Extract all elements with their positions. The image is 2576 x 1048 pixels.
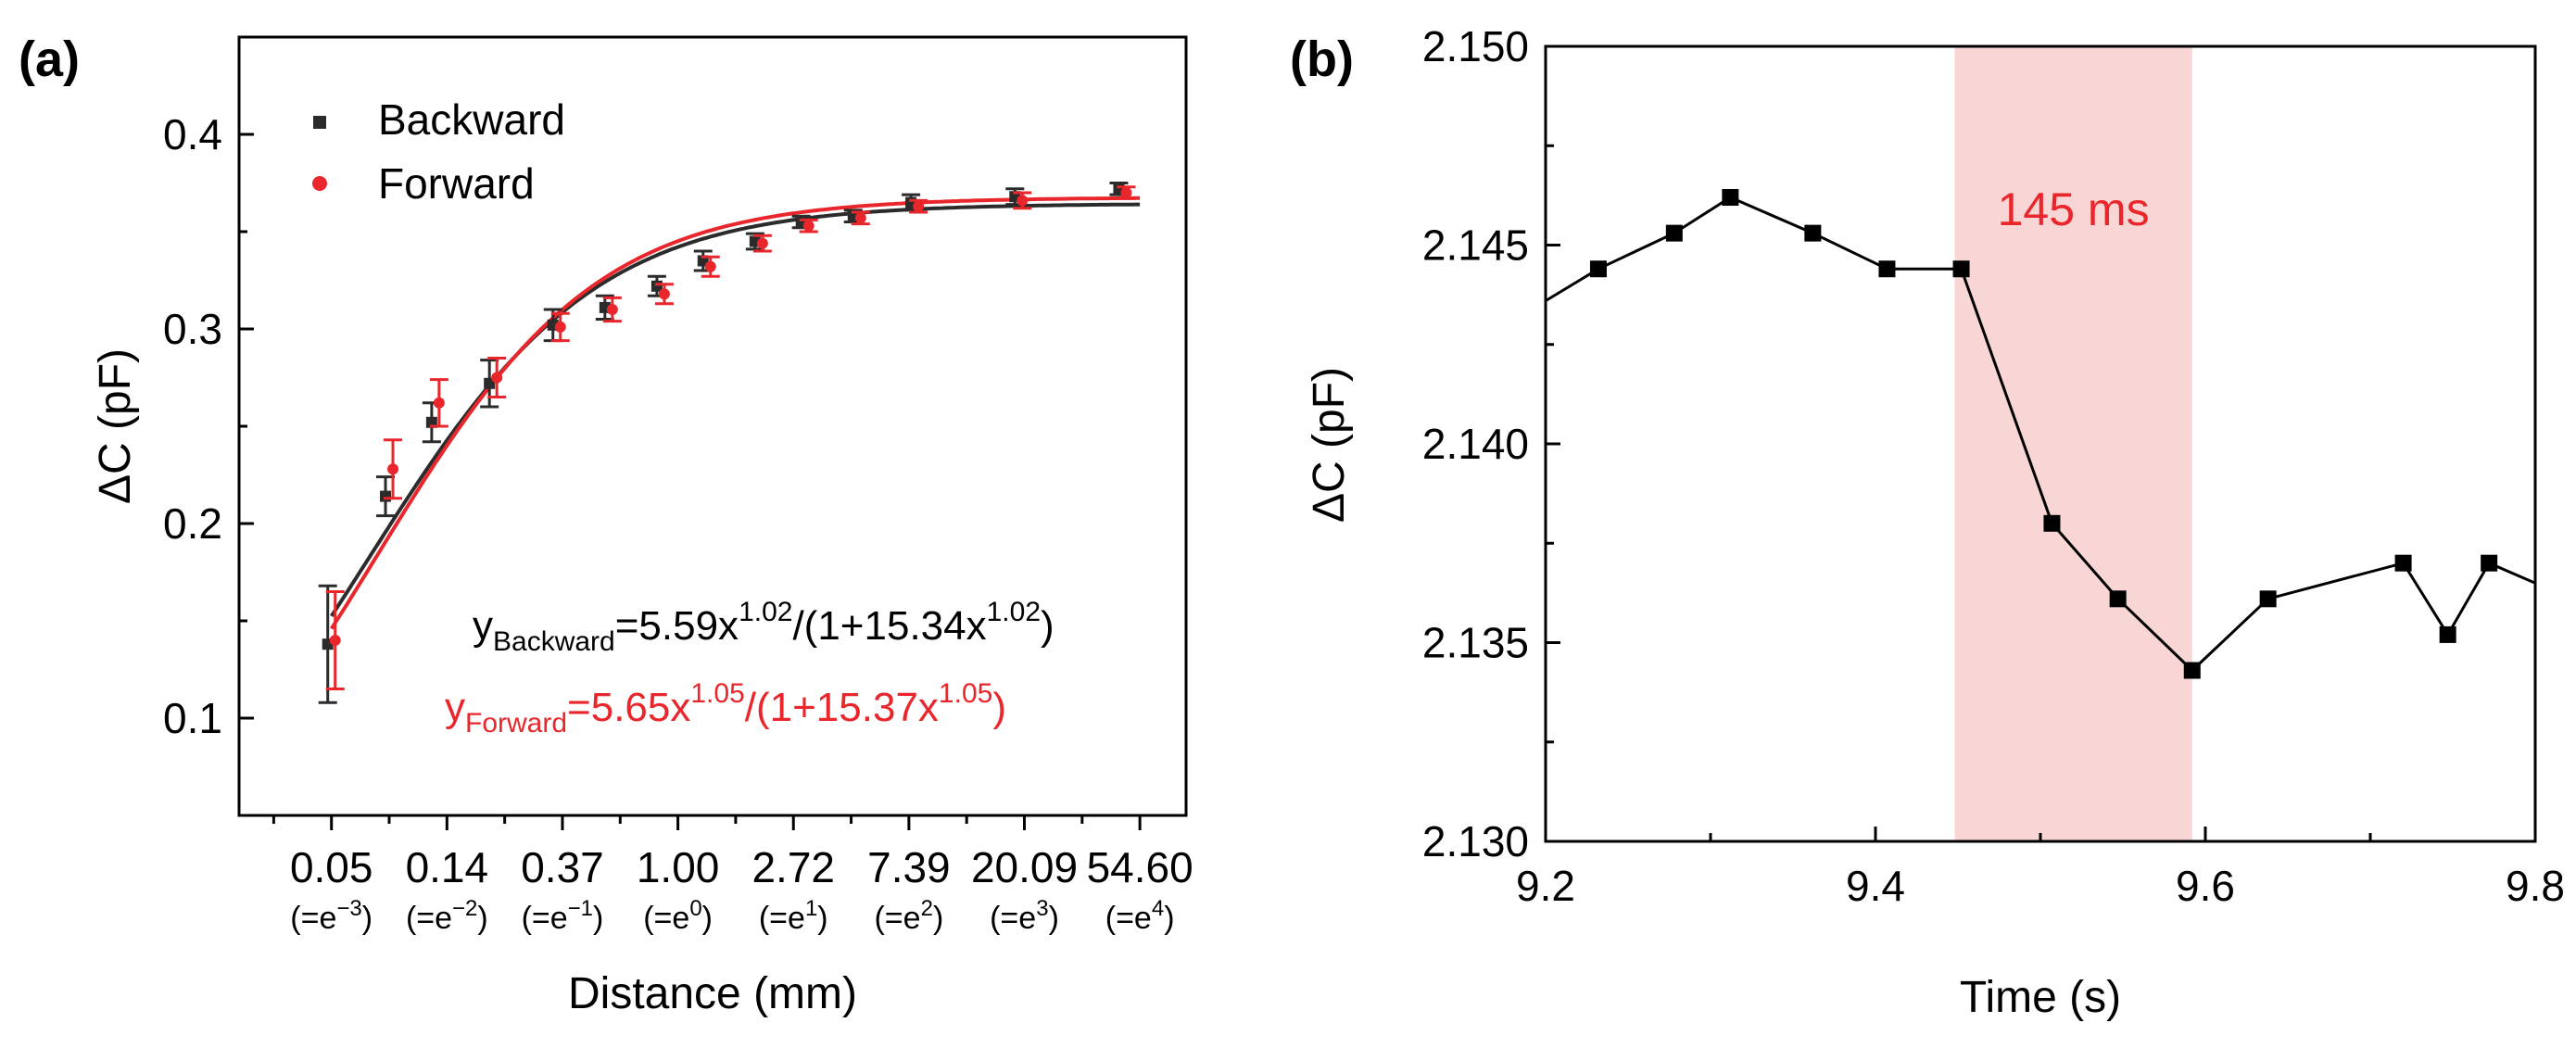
y-tick-label: 0.2: [163, 499, 222, 548]
data-point: [1804, 224, 1822, 242]
x-tick-sublabel: (=e−1): [522, 896, 604, 936]
panel-a-y-axis: 0.1 0.2 0.3 0.4: [163, 35, 254, 817]
equation-forward: yForward=5.65x1.05/(1+15.37x1.05): [445, 678, 1006, 739]
y-tick-label: 2.130: [1422, 817, 1529, 865]
fit-curve-forward: [330, 196, 1141, 630]
data-point-backward: [380, 490, 392, 502]
x-tick-label: 9.4: [1846, 862, 1905, 910]
y-tick-label: 2.150: [1422, 22, 1529, 70]
panel-a-fit-curves: [330, 196, 1141, 630]
data-point: [2394, 554, 2412, 572]
panel-a: (a) 0.1 0.2 0.3 0.4 0.05 (=e−3) 0.14 (=e−2) 0.3…: [19, 32, 1193, 1018]
data-point-forward: [387, 463, 399, 475]
panel-b-label: (b): [1290, 32, 1354, 87]
fit-curve-backward: [330, 202, 1141, 617]
x-tick-sublabel: (=e1): [759, 896, 828, 936]
data-point: [1589, 260, 1607, 278]
legend-label-forward: Forward: [378, 159, 535, 208]
data-point: [2043, 514, 2061, 532]
data-point-forward: [658, 288, 670, 300]
data-point: [1952, 260, 1970, 278]
x-tick-label: 9.6: [2176, 862, 2235, 910]
response-time-label: 145 ms: [1998, 183, 2150, 235]
panel-a-x-axis-title: Distance (mm): [568, 969, 857, 1018]
x-tick-sublabel: (=e0): [643, 896, 713, 936]
y-tick-label: 2.135: [1422, 619, 1529, 667]
x-tick-label: 20.09: [971, 843, 1078, 891]
x-tick-label: 9.8: [2506, 862, 2565, 910]
x-tick-label: 2.72: [751, 843, 835, 891]
panel-a-y-axis-title: ΔC (pF): [91, 348, 140, 504]
panel-a-data-points: [318, 182, 1136, 704]
x-tick-label: 54.60: [1087, 843, 1193, 891]
data-point-forward: [329, 635, 341, 646]
y-tick-label: 0.1: [163, 694, 222, 742]
x-tick-sublabel: (=e3): [990, 896, 1059, 936]
data-point: [2481, 554, 2498, 572]
panel-b-x-axis: 9.2 9.4 9.6 9.8: [1516, 827, 2565, 910]
data-point: [1665, 224, 1683, 242]
equation-backward: yBackward=5.59x1.02/(1+15.34x1.02): [473, 597, 1054, 657]
y-tick-label: 0.3: [163, 305, 222, 353]
data-point: [2109, 590, 2127, 608]
panel-b-x-axis-title: Time (s): [1960, 973, 2121, 1022]
data-point-forward: [491, 372, 503, 384]
x-tick-label: 0.37: [521, 843, 604, 891]
data-point-forward: [756, 237, 768, 249]
data-point-forward: [802, 220, 814, 232]
panel-b-y-axis-title: ΔC (pF): [1305, 367, 1354, 523]
x-tick-label: 0.05: [290, 843, 373, 891]
x-tick-sublabel: (=e2): [874, 896, 943, 936]
y-tick-label: 2.145: [1422, 221, 1529, 270]
data-point: [1722, 189, 1739, 207]
data-point: [2439, 625, 2456, 643]
panel-b-data-points: [1589, 189, 2498, 679]
legend-marker-backward: [313, 116, 326, 129]
y-tick-label: 2.140: [1422, 420, 1529, 468]
legend-label-backward: Backward: [378, 95, 565, 144]
data-point: [2183, 662, 2201, 679]
panel-b: (b) 145 ms 2.130 2.135 2.140 2.145 2.150 9.2…: [1290, 22, 2565, 1022]
x-tick-label: 0.14: [406, 843, 489, 891]
x-tick-label: 1.00: [637, 843, 720, 891]
panel-a-label: (a): [19, 32, 80, 87]
data-point-forward: [1017, 195, 1029, 207]
data-point-forward: [704, 260, 716, 272]
x-tick-sublabel: (=e4): [1105, 896, 1175, 936]
data-point: [2259, 590, 2277, 608]
data-point-forward: [554, 321, 566, 333]
data-point-forward: [854, 212, 866, 224]
data-point-forward: [913, 200, 925, 212]
x-tick-sublabel: (=e−3): [290, 896, 373, 936]
x-tick-label: 7.39: [867, 843, 951, 891]
response-time-highlight: [1954, 46, 2192, 841]
panel-b-y-axis: 2.130 2.135 2.140 2.145 2.150: [1422, 22, 1560, 865]
data-point-forward: [433, 397, 445, 409]
legend-marker-forward: [312, 176, 327, 191]
panel-a-legend: Backward Forward: [312, 95, 565, 208]
x-tick-sublabel: (=e−2): [406, 896, 488, 936]
panel-a-x-axis: 0.05 (=e−3) 0.14 (=e−2) 0.37 (=e−1) 1.00 (=e0) 2…: [271, 815, 1193, 936]
data-point-forward: [1120, 187, 1132, 198]
data-point-forward: [606, 304, 618, 315]
y-tick-label: 0.4: [163, 110, 222, 158]
x-tick-label: 9.2: [1516, 862, 1575, 910]
data-point: [1878, 260, 1896, 278]
